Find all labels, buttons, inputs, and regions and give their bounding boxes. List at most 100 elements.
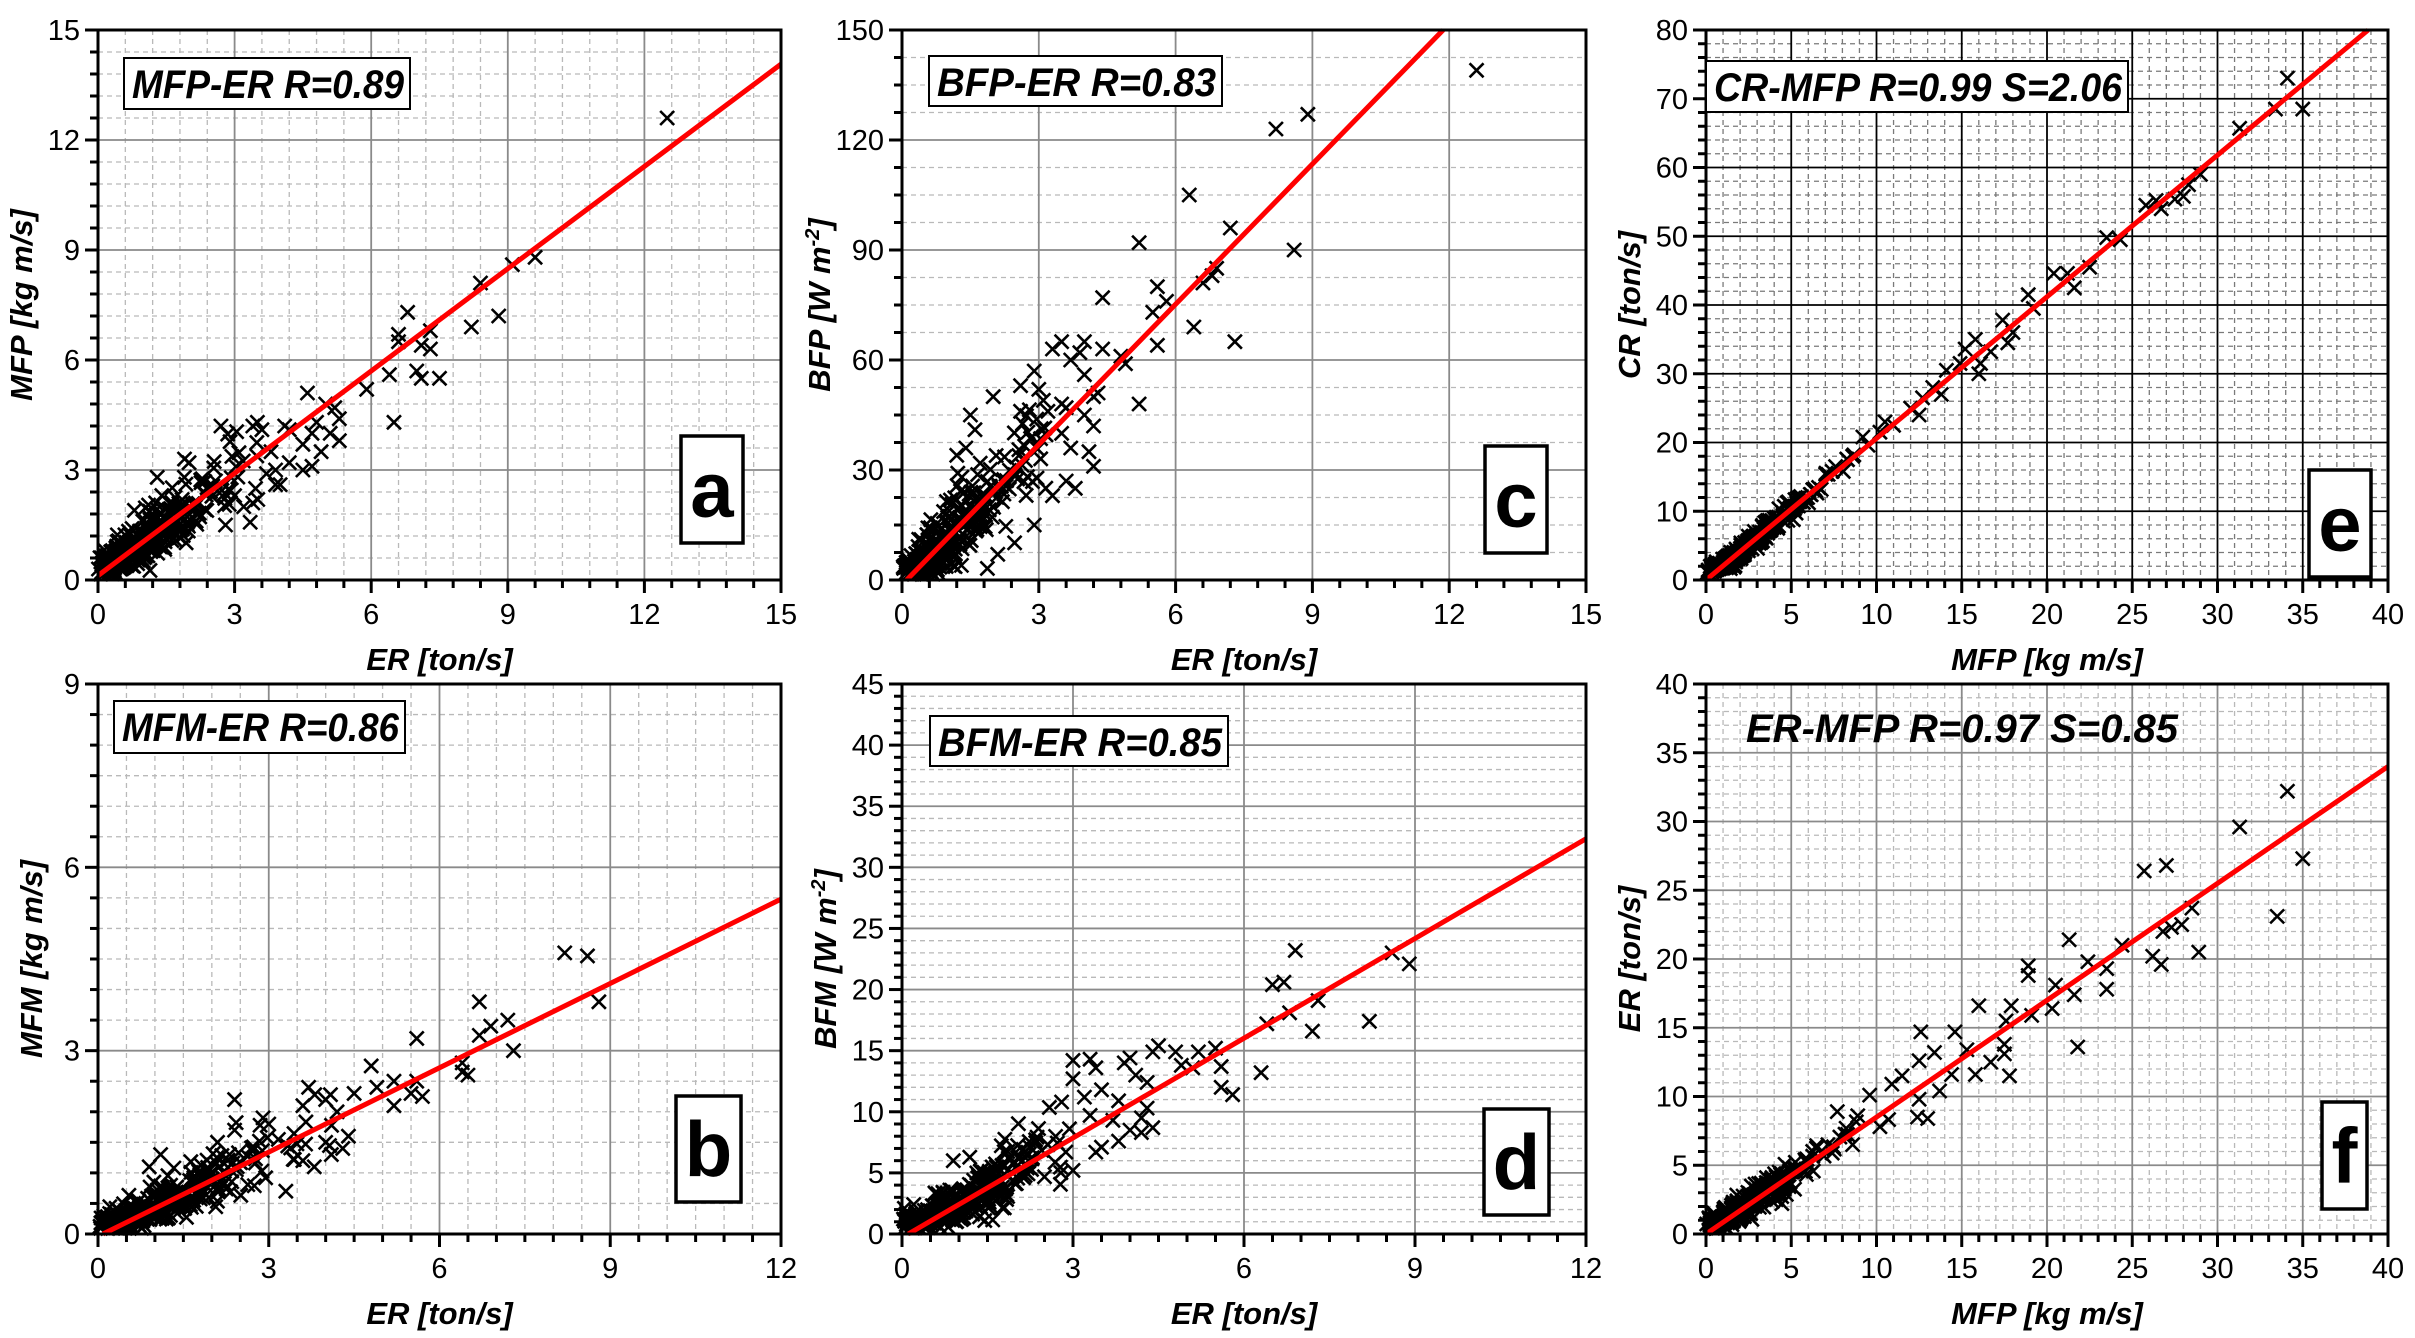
data-point: [988, 447, 1005, 464]
axis-ticks: [1693, 28, 2390, 593]
data-point: [1149, 278, 1166, 295]
panel-a: 0 3 6 9 12 15 0 3 6 9 12 15 ER [ton/s] MFP [kg m/s] MF…: [4, 15, 797, 677]
y-tick-label: 25: [852, 913, 884, 945]
data-point: [1085, 458, 1102, 475]
x-tick-label: 12: [1433, 599, 1465, 631]
data-point: [2020, 967, 2037, 984]
data-point: [1016, 473, 1032, 490]
y-tick-label: 40: [852, 730, 884, 762]
data-point: [340, 1128, 357, 1145]
data-point: [306, 1158, 323, 1175]
data-point: [259, 1129, 276, 1146]
data-point: [147, 495, 164, 511]
panel-letter-box: [2320, 1100, 2369, 1211]
data-point: [1253, 1064, 1270, 1081]
stats-annotation: BFM-ER R=0.85: [938, 721, 1223, 765]
data-point: [226, 1091, 243, 1108]
data-point: [1008, 1175, 1025, 1192]
data-point: [961, 537, 978, 554]
axis-ticks: [85, 682, 783, 1247]
data-point: [1911, 1052, 1928, 1069]
x-tick-label: 10: [1860, 1253, 1892, 1285]
panel-f: 0 5 10 15 20 25 30 35 40 0 5 10 15 20 25 30 35 40 MFP [kg …: [1612, 669, 2404, 1331]
data-point: [126, 502, 143, 519]
data-point: [235, 498, 252, 515]
annotation-box: [928, 55, 1223, 107]
data-point: [1912, 1023, 1929, 1040]
regression-line: [1704, 764, 2390, 1237]
x-tick-label: 10: [1860, 599, 1892, 631]
data-point: [141, 503, 158, 520]
data-point: [1029, 1129, 1046, 1146]
data-point: [982, 461, 999, 478]
data-point: [1116, 1054, 1133, 1071]
y-tick-label: 60: [852, 345, 884, 377]
data-point: [499, 1012, 516, 1029]
x-tick-label: 15: [765, 599, 797, 631]
data-point: [323, 1146, 340, 1163]
data-point: [244, 495, 261, 511]
annotation-box: [1705, 60, 2129, 113]
data-point: [460, 1067, 476, 1084]
data-point: [1911, 1091, 1928, 1108]
data-point: [1957, 341, 1974, 357]
data-point: [1023, 428, 1040, 445]
data-point: [131, 550, 147, 567]
data-point: [304, 458, 320, 475]
data-point: [2136, 863, 2153, 879]
data-point: [1014, 415, 1031, 432]
data-point: [313, 443, 330, 460]
grid: [98, 684, 781, 1234]
data-point: [913, 531, 929, 548]
data-point: [2066, 279, 2083, 296]
data-point: [1181, 187, 1198, 203]
data-point: [1883, 1076, 1900, 1093]
data-point: [368, 1079, 385, 1096]
y-tick-label: 40: [1656, 669, 1688, 701]
data-point: [1082, 1051, 1099, 1068]
x-tick-label: 25: [2116, 599, 2148, 631]
data-point: [1076, 333, 1093, 350]
panel-b: 0 3 6 9 12 0 3 6 9 ER [ton/s] MFM [kg m/s] MFM-ER R…: [14, 669, 797, 1331]
x-tick-label: 35: [2287, 599, 2319, 631]
data-point: [1010, 1115, 1027, 1132]
data-point: [1919, 1110, 1936, 1127]
data-point: [317, 1091, 334, 1108]
data-point: [322, 425, 339, 442]
data-point: [997, 518, 1014, 535]
y-axis-title: BFP [W m-2]: [802, 217, 837, 392]
x-tick-label: 3: [1031, 599, 1047, 631]
data-point: [217, 517, 234, 533]
regression-line: [904, 28, 1445, 582]
data-point: [471, 993, 488, 1010]
data-point: [1127, 1067, 1144, 1084]
data-point: [152, 1146, 169, 1163]
data-point: [1012, 377, 1029, 394]
data-point: [2098, 981, 2115, 998]
y-tick-label: 0: [1672, 565, 1688, 597]
x-tick-label: 25: [2116, 1253, 2148, 1285]
data-point: [1052, 1176, 1069, 1193]
data-point: [2069, 1039, 2086, 1055]
data-point: [221, 496, 238, 513]
x-tick-label: 20: [2031, 1253, 2063, 1285]
y-axis-title: MFM [kg m/s]: [14, 858, 49, 1058]
data-point: [169, 1205, 186, 1222]
stats-annotation: CR-MFP R=0.99 S=2.06: [1714, 66, 2123, 110]
x-tick-label: 6: [363, 599, 379, 631]
data-point: [2023, 1007, 2040, 1024]
x-tick-label: 3: [227, 599, 243, 631]
data-point: [334, 1140, 351, 1157]
data-point: [213, 418, 229, 434]
data-point: [297, 1113, 314, 1130]
y-tick-label: 30: [1656, 359, 1688, 391]
data-point: [1772, 1170, 1789, 1187]
data-point: [1837, 1126, 1853, 1143]
data-point: [294, 436, 311, 453]
y-tick-label: 9: [64, 235, 80, 267]
data-point: [1871, 1118, 1888, 1135]
data-point: [403, 1085, 419, 1102]
data-point: [2294, 850, 2311, 867]
x-tick-label: 6: [1168, 599, 1184, 631]
x-axis-title: MFP [kg m/s]: [1951, 642, 2144, 677]
